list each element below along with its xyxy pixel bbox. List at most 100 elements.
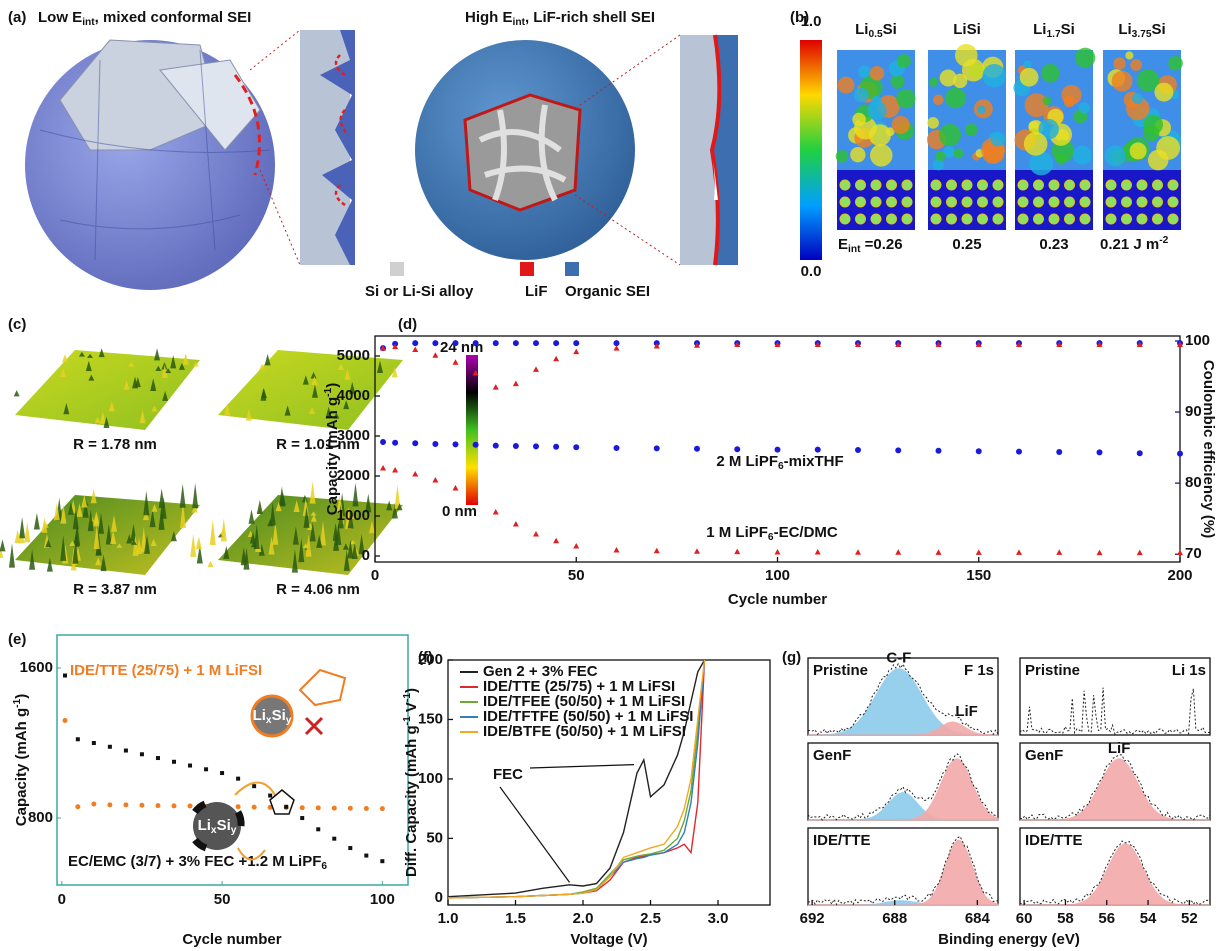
spike — [221, 518, 227, 541]
map-atom — [1137, 180, 1147, 190]
map-blob — [896, 89, 915, 108]
map-blob — [897, 54, 911, 68]
point — [432, 352, 438, 358]
point — [815, 447, 821, 453]
cartoon-label-part: Li — [198, 817, 211, 834]
map-atom — [1018, 197, 1028, 207]
annotation: 2 M LiPF6-mixTHF — [716, 453, 843, 472]
y-tick-label: 50 — [426, 829, 443, 846]
phase-label-part: LiSi — [953, 21, 981, 38]
point — [654, 548, 660, 554]
density-map — [836, 50, 916, 230]
map-blob — [939, 124, 961, 146]
map-blob — [1023, 60, 1031, 68]
y-tick-label: 100 — [418, 770, 443, 787]
map-blob — [1130, 59, 1142, 71]
figure: (a)(b)(c)(d)(e)(f)(g)Low Eint, mixed con… — [0, 0, 1220, 951]
point — [453, 359, 459, 365]
x-tick-label: 2.5 — [640, 910, 661, 927]
spike — [208, 561, 214, 567]
cartoon — [300, 670, 345, 705]
x-tick-label: 2.0 — [573, 910, 594, 927]
point — [533, 366, 539, 372]
y-axis-title-part: Diff. Capacity (mAh g — [403, 725, 420, 877]
map-blob — [836, 150, 849, 163]
panel-label: (g) — [782, 649, 801, 666]
x-tick-label: 0 — [371, 567, 379, 584]
point — [775, 447, 781, 453]
point — [895, 549, 901, 555]
point — [172, 760, 176, 764]
point — [895, 447, 901, 453]
point — [573, 444, 579, 450]
y-axis-title-part: V — [403, 702, 420, 716]
point — [204, 767, 208, 771]
map-atom — [931, 214, 941, 224]
eint-value: 0.23 — [1039, 236, 1068, 253]
y-axis-title: Capacity (mAh g-1) — [323, 383, 341, 515]
y-tick-label: 3000 — [337, 427, 370, 444]
y-axis-title: Capacity (mAh g-1) — [12, 694, 30, 826]
point — [236, 777, 240, 781]
map-blob — [929, 78, 938, 87]
spike — [62, 354, 68, 362]
point — [300, 805, 305, 810]
afm-surface — [14, 348, 200, 430]
peak-label: LiF — [1108, 740, 1131, 757]
x-tick-label: 100 — [370, 891, 395, 908]
x-tick-label: 1.5 — [505, 910, 526, 927]
point — [107, 802, 112, 807]
point — [392, 440, 398, 446]
point — [124, 749, 128, 753]
spike — [34, 513, 40, 530]
spike — [196, 536, 202, 549]
afm-surface — [190, 482, 403, 575]
x-tick-label: 60 — [1016, 910, 1033, 927]
map-blob — [1125, 51, 1133, 59]
point — [252, 784, 256, 788]
map-blob — [965, 124, 977, 136]
point — [75, 804, 80, 809]
map-atom — [1122, 214, 1132, 224]
point — [348, 846, 352, 850]
x-tick-label: 56 — [1098, 910, 1115, 927]
x-tick-label: 692 — [800, 910, 825, 927]
y-axis-title-part: ) — [13, 694, 30, 699]
map-atom — [871, 214, 881, 224]
panel-label: (e) — [8, 631, 26, 648]
phase-label: Li3.75Si — [1118, 21, 1165, 40]
map-blob — [935, 151, 945, 161]
map-blob — [1041, 64, 1060, 83]
annotation-part: 1 M LiPF — [706, 524, 768, 541]
eint-value-part: 0.21 J m — [1100, 236, 1159, 253]
cartoon-label-part: Si — [272, 707, 286, 724]
map-atom — [1137, 214, 1147, 224]
legend-label: LiF — [525, 283, 548, 300]
point — [473, 340, 479, 346]
x-tick-label: 52 — [1181, 910, 1198, 927]
point — [936, 549, 942, 555]
point — [573, 349, 579, 355]
y-tick-label: 4000 — [337, 387, 370, 404]
point — [364, 854, 368, 858]
panel-a-title-part: E — [72, 9, 82, 26]
cartoon-label-part: y — [286, 715, 292, 726]
y2-tick-label: 70 — [1185, 545, 1202, 562]
series-label-part: EC/EMC (3/7) + 3% FEC +1.2 M LiPF — [68, 853, 321, 870]
map-atom — [978, 214, 988, 224]
point — [188, 764, 192, 768]
map-atom — [1137, 197, 1147, 207]
map-atom — [1106, 214, 1116, 224]
annotation-part: -mixTHF — [784, 453, 844, 470]
point — [76, 737, 80, 741]
point — [734, 549, 740, 555]
legend-label: IDE/BTFE (50/50) + 1 M LiFSI — [483, 723, 686, 740]
phase-label-part: Si — [1151, 21, 1165, 38]
map-atom — [1080, 197, 1090, 207]
spike — [0, 539, 5, 551]
spike — [180, 484, 186, 508]
row-label: IDE/TTE — [813, 832, 871, 849]
point — [1097, 449, 1103, 455]
point — [268, 794, 272, 798]
y-axis-title-part: -1 — [323, 387, 334, 396]
